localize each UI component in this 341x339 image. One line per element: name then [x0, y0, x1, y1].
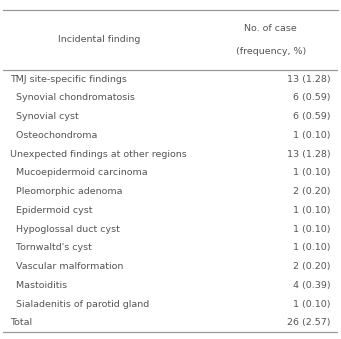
Text: 1 (0.10): 1 (0.10) [293, 131, 331, 140]
Text: 1 (0.10): 1 (0.10) [293, 243, 331, 253]
Text: 2 (0.20): 2 (0.20) [293, 187, 331, 196]
Text: Mucoepidermoid carcinoma: Mucoepidermoid carcinoma [10, 168, 148, 177]
Text: 4 (0.39): 4 (0.39) [293, 281, 331, 290]
Text: Sialadenitis of parotid gland: Sialadenitis of parotid gland [10, 300, 149, 309]
Text: Synovial cyst: Synovial cyst [10, 112, 79, 121]
Text: 1 (0.10): 1 (0.10) [293, 225, 331, 234]
Text: No. of case: No. of case [244, 24, 297, 33]
Text: Total: Total [10, 318, 32, 327]
Text: TMJ site-specific findings: TMJ site-specific findings [10, 75, 127, 84]
Text: Incidental finding: Incidental finding [58, 36, 141, 44]
Text: 2 (0.20): 2 (0.20) [293, 262, 331, 271]
Text: Hypoglossal duct cyst: Hypoglossal duct cyst [10, 225, 120, 234]
Text: 13 (1.28): 13 (1.28) [287, 75, 331, 84]
Text: 6 (0.59): 6 (0.59) [293, 112, 331, 121]
Text: Unexpected findings at other regions: Unexpected findings at other regions [10, 150, 187, 159]
Text: 13 (1.28): 13 (1.28) [287, 150, 331, 159]
Text: Mastoiditis: Mastoiditis [10, 281, 67, 290]
Text: 1 (0.10): 1 (0.10) [293, 168, 331, 177]
Text: 1 (0.10): 1 (0.10) [293, 300, 331, 309]
Text: Pleomorphic adenoma: Pleomorphic adenoma [10, 187, 123, 196]
Text: Osteochondroma: Osteochondroma [10, 131, 98, 140]
Text: Tornwaltd's cyst: Tornwaltd's cyst [10, 243, 92, 253]
Text: 26 (2.57): 26 (2.57) [287, 318, 331, 327]
Text: Epidermoid cyst: Epidermoid cyst [10, 206, 93, 215]
Text: (frequency, %): (frequency, %) [236, 47, 306, 56]
Text: 1 (0.10): 1 (0.10) [293, 206, 331, 215]
Text: 6 (0.59): 6 (0.59) [293, 94, 331, 102]
Text: Synovial chondromatosis: Synovial chondromatosis [10, 94, 135, 102]
Text: Vascular malformation: Vascular malformation [10, 262, 123, 271]
